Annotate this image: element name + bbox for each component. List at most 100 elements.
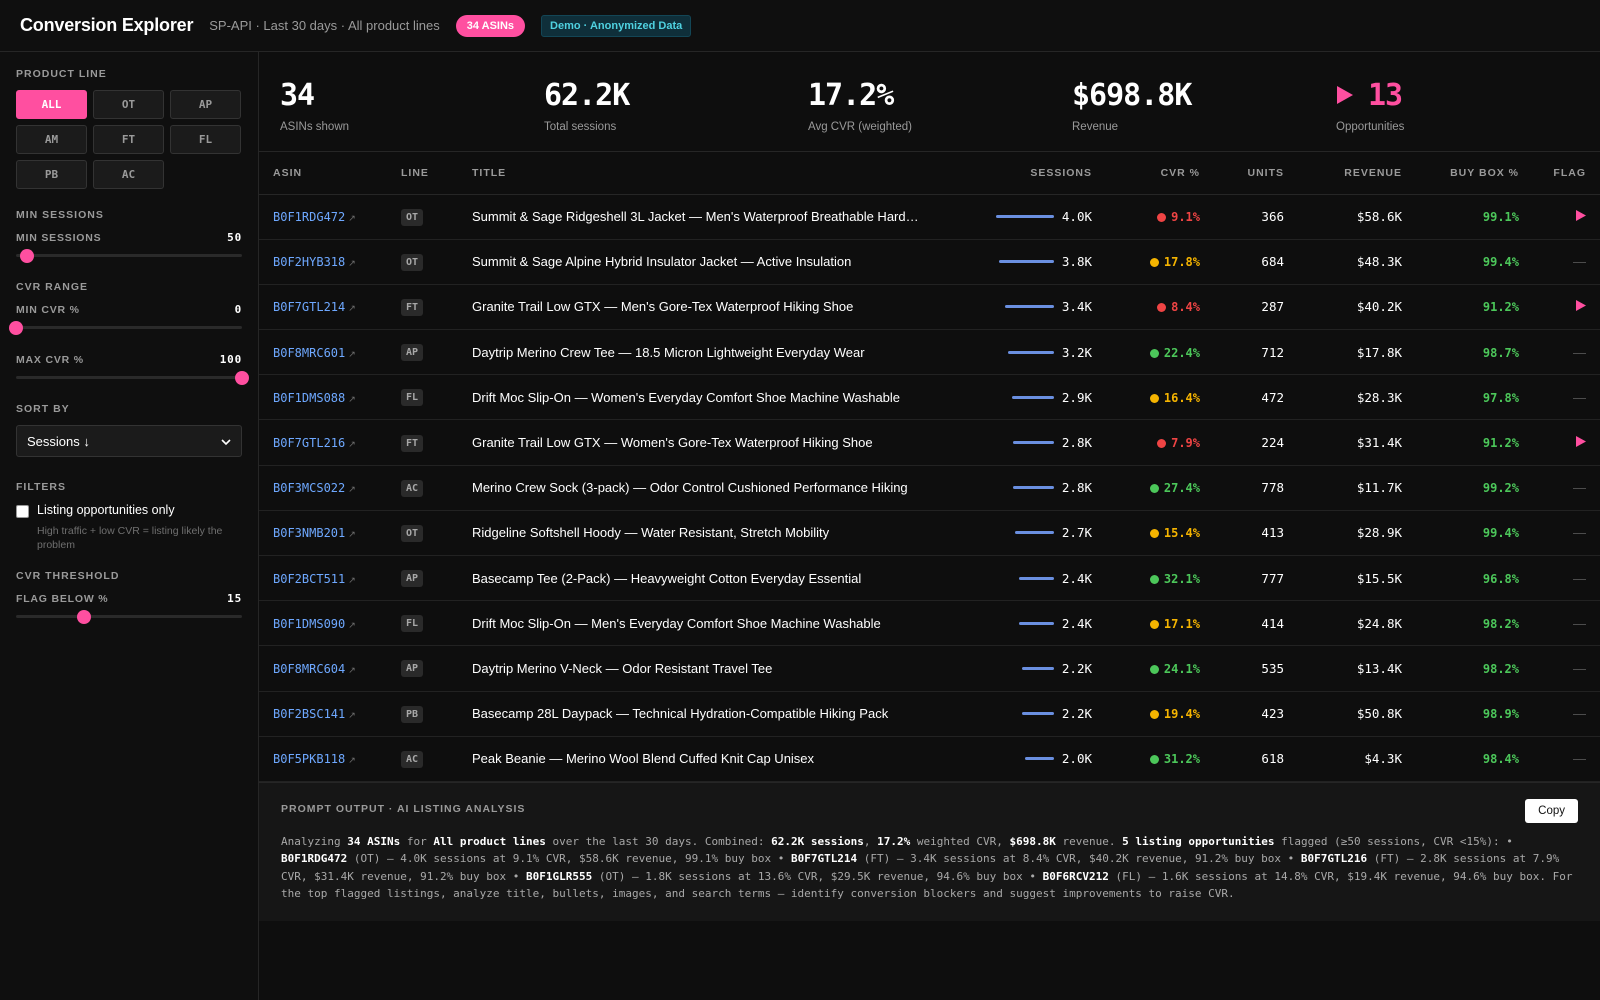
units-cell: 287 (1200, 284, 1284, 331)
external-link-icon[interactable]: ↗ (348, 258, 356, 269)
table-row[interactable]: B0F1DMS090 ↗ FL Drift Moc Slip-On — Men's E… (259, 600, 1600, 647)
cvr-status-dot (1149, 393, 1159, 403)
asin-link[interactable]: B0F7GTL214 (273, 300, 346, 315)
min-cvr-slider[interactable] (9, 321, 242, 335)
app-title: Conversion Explorer (20, 15, 194, 35)
max-cvr-slider-thumb[interactable] (235, 371, 249, 385)
cvr-threshold-title: CVR THRESHOLD (16, 570, 120, 582)
product-line-button-all[interactable]: ALL (16, 90, 87, 119)
product-line-button-am[interactable]: AM (16, 125, 87, 154)
external-link-icon[interactable]: ↗ (348, 619, 356, 630)
column-header-sessions[interactable]: SESSIONS (922, 152, 1092, 195)
opportunities-filter[interactable]: Listing opportunities only (16, 503, 242, 518)
min-cvr-slider-thumb[interactable] (9, 321, 23, 335)
external-link-icon[interactable]: ↗ (348, 484, 356, 495)
table-row[interactable]: B0F3NMB201 ↗ OT Ridgeline Softshell Hoody —… (259, 510, 1600, 557)
table-row[interactable]: B0F2BSC141 ↗ PB Basecamp 28L Daypack — Tech… (259, 691, 1600, 737)
asin-link[interactable]: B0F1DMS090 (273, 616, 346, 631)
kpi-label: Opportunities (1336, 121, 1405, 133)
asin-link[interactable]: B0F8MRC604 (273, 661, 346, 676)
product-line-badge: FT (401, 298, 424, 316)
asin-link[interactable]: B0F2HYB318 (273, 255, 346, 270)
flag-below-slider[interactable] (16, 610, 242, 624)
cvr-status-dot (1149, 710, 1159, 720)
sessions-bar (1024, 757, 1054, 761)
copy-button[interactable]: Copy (1525, 798, 1578, 823)
flag-below-slider-thumb[interactable] (76, 610, 91, 624)
opportunities-checkbox[interactable] (16, 505, 29, 518)
external-link-icon[interactable]: ↗ (348, 393, 356, 404)
product-title: Summit & Sage Ridgeshell 3L Jacket — Men… (472, 209, 919, 225)
product-line-badge: FT (401, 434, 424, 452)
sessions-wrap: 3.4K (922, 299, 1092, 314)
min-sessions-slider-thumb[interactable] (20, 249, 35, 263)
column-header-asin[interactable]: ASIN (259, 152, 401, 195)
sort-by-select[interactable]: Sessions ↓ (16, 425, 242, 457)
product-line-button-ft[interactable]: FT (93, 125, 164, 154)
sessions-bar (1019, 621, 1054, 625)
table-row[interactable]: B0F7GTL214 ↗ FT Granite Trail Low GTX — Men… (259, 284, 1600, 331)
asin-cell: B0F3MCS022 ↗ (259, 465, 401, 511)
external-link-icon[interactable]: ↗ (348, 213, 356, 224)
product-line-button-ot[interactable]: OT (93, 90, 164, 119)
title-cell: Summit & Sage Alpine Hybrid Insulator Ja… (472, 239, 922, 285)
buybox-cell: 96.8% (1402, 555, 1519, 602)
kpi-total-sessions: 62.2K Total sessions (544, 78, 808, 151)
asin-link[interactable]: B0F3NMB201 (273, 526, 346, 541)
buybox-value: 99.1% (1482, 210, 1519, 225)
asin-link[interactable]: B0F1DMS088 (273, 390, 346, 405)
min-sessions-slider[interactable] (16, 249, 242, 263)
table-row[interactable]: B0F8MRC604 ↗ AP Daytrip Merino V-Neck — Odo… (259, 645, 1600, 692)
external-link-icon[interactable]: ↗ (348, 664, 356, 675)
sessions-cell: 2.4K (922, 600, 1092, 647)
asin-link[interactable]: B0F1RDG472 (273, 210, 346, 225)
buybox-value: 97.8% (1482, 390, 1519, 405)
asin-cell: B0F7GTL216 ↗ (259, 419, 401, 466)
buybox-value: 98.9% (1482, 707, 1519, 722)
external-link-icon[interactable]: ↗ (348, 348, 356, 359)
column-header-title[interactable]: TITLE (472, 152, 922, 195)
column-header-line[interactable]: LINE (401, 152, 472, 195)
product-line-button-pb[interactable]: PB (16, 160, 87, 189)
column-header-units[interactable]: UNITS (1200, 152, 1284, 195)
buybox-cell: 99.4% (1402, 239, 1519, 285)
table-row[interactable]: B0F7GTL216 ↗ FT Granite Trail Low GTX — Wom… (259, 419, 1600, 466)
external-link-icon[interactable]: ↗ (348, 439, 356, 450)
table-row[interactable]: B0F5PKB118 ↗ AC Peak Beanie — Merino Wool B… (259, 736, 1600, 782)
buybox-cell: 99.1% (1402, 194, 1519, 240)
table-row[interactable]: B0F2HYB318 ↗ OT Summit & Sage Alpine Hybrid… (259, 239, 1600, 285)
table-row[interactable]: B0F1DMS088 ↗ FL Drift Moc Slip-On — Women's… (259, 374, 1600, 421)
table-row[interactable]: B0F2BCT511 ↗ AP Basecamp Tee (2-Pack) — Hea… (259, 555, 1600, 602)
asin-link[interactable]: B0F2BCT511 (273, 571, 346, 586)
kpi-label: Total sessions (544, 121, 617, 133)
title-cell: Basecamp 28L Daypack — Technical Hydrati… (472, 691, 922, 737)
asin-link[interactable]: B0F3MCS022 (273, 481, 346, 496)
max-cvr-slider[interactable] (16, 371, 249, 385)
sessions-cell: 3.8K (922, 239, 1092, 285)
external-link-icon[interactable]: ↗ (348, 755, 356, 766)
asin-link[interactable]: B0F8MRC601 (273, 345, 346, 360)
buybox-cell: 98.2% (1402, 600, 1519, 647)
column-header-flag[interactable]: FLAG (1519, 152, 1600, 195)
external-link-icon[interactable]: ↗ (348, 303, 356, 314)
min-sessions-value: 50 (227, 231, 242, 244)
product-line-button-ac[interactable]: AC (93, 160, 164, 189)
product-line-button-ap[interactable]: AP (170, 90, 241, 119)
column-header-buy-box[interactable]: BUY BOX % (1402, 152, 1519, 195)
external-link-icon[interactable]: ↗ (348, 529, 356, 540)
asin-cell: B0F7GTL214 ↗ (259, 284, 401, 331)
column-header-cvr[interactable]: CVR % (1092, 152, 1200, 195)
asin-cell: B0F5PKB118 ↗ (259, 736, 401, 782)
kpi-label: ASINs shown (280, 121, 350, 133)
external-link-icon[interactable]: ↗ (348, 574, 356, 585)
product-line-button-fl[interactable]: FL (170, 125, 241, 154)
external-link-icon[interactable]: ↗ (348, 710, 356, 721)
asin-link[interactable]: B0F7GTL216 (273, 436, 346, 451)
asin-link[interactable]: B0F5PKB118 (273, 752, 346, 767)
column-header-revenue[interactable]: REVENUE (1284, 152, 1402, 195)
table-row[interactable]: B0F1RDG472 ↗ OT Summit & Sage Ridgeshell 3L… (259, 194, 1600, 240)
units-cell: 684 (1200, 239, 1284, 285)
asin-link[interactable]: B0F2BSC141 (273, 707, 346, 722)
table-row[interactable]: B0F3MCS022 ↗ AC Merino Crew Sock (3-pack) —… (259, 465, 1600, 511)
table-row[interactable]: B0F8MRC601 ↗ AP Daytrip Merino Crew Tee — 1… (259, 329, 1600, 376)
